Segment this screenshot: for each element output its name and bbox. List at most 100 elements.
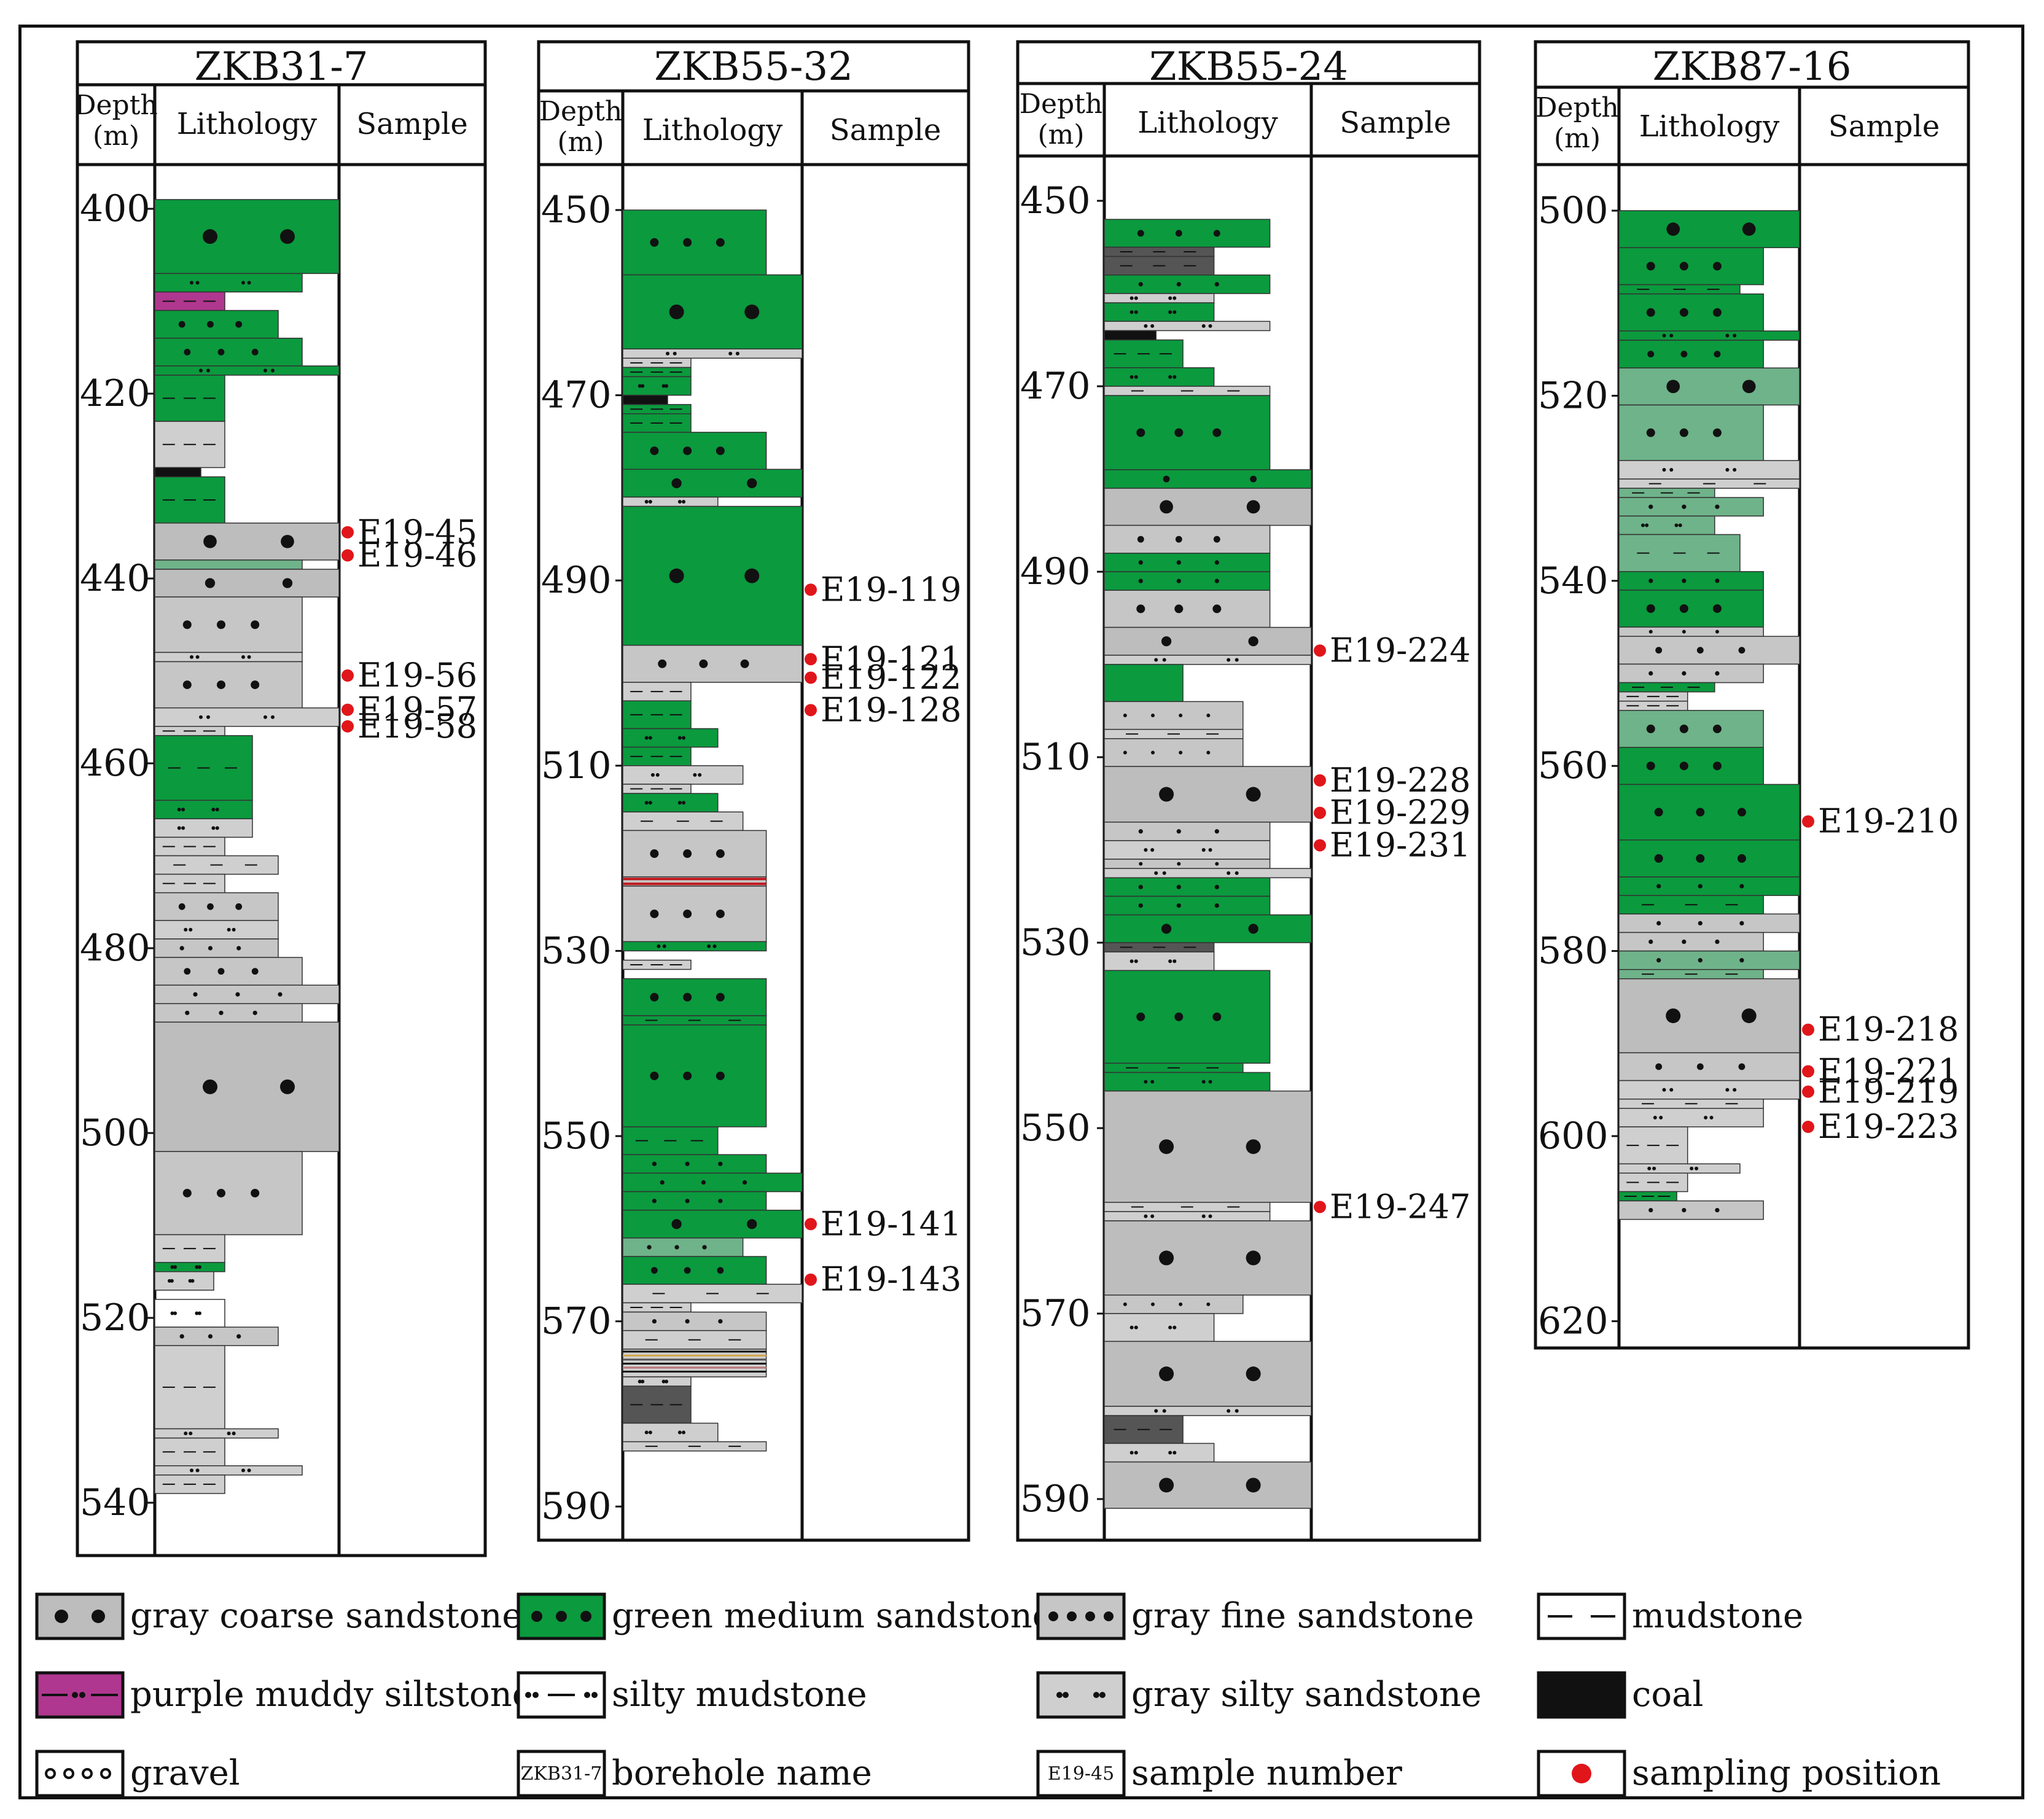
swatch-dot <box>1067 1611 1077 1621</box>
lithology-dot <box>657 944 661 948</box>
depth-unit: (m) <box>557 127 604 158</box>
lithology-dot <box>1214 903 1219 908</box>
lithology-layer <box>1104 1415 1184 1444</box>
lithology-layer <box>154 873 225 894</box>
layer-rect <box>154 1299 225 1328</box>
lithology-dot <box>206 715 210 719</box>
legend-item-gray_silty: gray silty sandstone <box>1036 1671 1481 1719</box>
lithology-layer <box>154 1151 303 1236</box>
lithology-dot <box>217 1188 225 1198</box>
legend-item-mudstone: mudstone <box>1537 1592 1803 1640</box>
lithology-dot <box>1655 1063 1663 1070</box>
swatch-dot <box>584 1692 590 1698</box>
layer-rect <box>622 1376 692 1387</box>
lithology-dot <box>1698 921 1703 926</box>
sample-label: E19-231 <box>1330 825 1470 864</box>
lithology-layer <box>622 941 767 952</box>
lithology-dot <box>1134 1451 1138 1455</box>
lithology-dot <box>1154 658 1158 662</box>
lithology-layer <box>154 522 340 561</box>
lithology-dot <box>271 368 275 373</box>
layer-rect <box>1618 515 1715 536</box>
lithology-dot <box>648 736 652 740</box>
lithology-dot <box>1176 282 1181 287</box>
lithology-layer <box>154 273 303 293</box>
lithology-dot <box>718 1198 723 1204</box>
lithology-layer <box>1104 840 1271 860</box>
legend-label: borehole name <box>612 1753 872 1793</box>
lithology-layer <box>154 1003 303 1023</box>
legend-label: green medium sandstone <box>612 1596 1053 1636</box>
lithology-dot <box>648 1430 652 1435</box>
lithology-dot <box>1715 578 1720 583</box>
lithology-layer <box>1618 710 1764 748</box>
depth-unit: (m) <box>1037 119 1084 150</box>
swatch-dot <box>580 1611 591 1622</box>
depth-header: Depth <box>74 90 158 121</box>
lithology-dot <box>215 808 219 812</box>
lithology-dot <box>1159 1139 1174 1155</box>
layer-rect <box>1104 1443 1215 1463</box>
lithology-dot <box>702 1245 707 1250</box>
layer-rect <box>1104 321 1271 332</box>
lithology-dot <box>232 927 236 932</box>
lithology-layer <box>1104 664 1184 703</box>
lithology-layer <box>1618 950 1800 970</box>
lithology-layer <box>154 892 279 921</box>
lithology-dot <box>1150 1214 1155 1218</box>
layer-rect <box>1104 951 1215 972</box>
lithology-dot <box>1248 924 1258 934</box>
lithology-dot <box>1134 310 1138 314</box>
layer-rect <box>1104 488 1312 526</box>
lithology-dot <box>1662 333 1666 338</box>
lithology-dot <box>251 348 259 356</box>
lithology-dot <box>652 1318 657 1324</box>
lithology-dot <box>263 715 267 719</box>
lithology-dot <box>1712 724 1722 733</box>
lithology-header: Lithology <box>1639 109 1779 144</box>
lithology-dot <box>1704 1115 1708 1120</box>
lithology-dot <box>190 655 193 659</box>
lithology-layer <box>1618 978 1800 1054</box>
lithology-dot <box>251 680 260 690</box>
legend-item-silty_mud: silty mudstone <box>517 1671 867 1719</box>
lithology-layer <box>1104 1220 1312 1296</box>
lithology-layer <box>1104 255 1215 276</box>
lithology-dot <box>1654 808 1663 817</box>
layer-rect <box>1104 293 1215 303</box>
lithology-dot <box>1739 921 1744 926</box>
depth-tick-label: 540 <box>1538 559 1609 602</box>
lithology-dot <box>718 1318 723 1324</box>
lithology-layer <box>154 467 201 478</box>
lithology-dot <box>650 773 655 777</box>
lithology-layer <box>1618 968 1764 980</box>
lithology-layer <box>1104 1072 1271 1092</box>
layer-rect <box>622 941 767 952</box>
lithology-dot <box>1647 1166 1652 1170</box>
layer-rect <box>1104 219 1271 248</box>
depth-tick-label: 400 <box>80 187 150 230</box>
lithology-dot <box>182 680 192 690</box>
lithology-dot <box>1138 884 1143 890</box>
lithology-dot <box>1201 848 1206 852</box>
depth-tick-label: 420 <box>80 372 150 415</box>
layer-rect <box>1618 1163 1741 1174</box>
lithology-dot <box>682 736 686 740</box>
lithology-layer <box>1618 895 1764 915</box>
lithology-dot <box>241 1468 245 1473</box>
lithology-dot <box>1646 308 1655 317</box>
lithology-dot <box>170 1265 174 1269</box>
lithology-dot <box>1715 939 1720 945</box>
lithology-dot <box>644 736 649 740</box>
lithology-dot <box>648 801 652 805</box>
lithology-dot <box>1172 375 1177 379</box>
lithology-layer <box>154 726 225 736</box>
lithology-layer <box>1104 339 1184 368</box>
layer-rect <box>154 1003 303 1023</box>
lithology-dot <box>1201 324 1206 328</box>
lithology-dot <box>247 281 251 285</box>
lithology-dot <box>1712 428 1722 437</box>
lithology-dot <box>211 808 216 812</box>
lithology-layer <box>154 1437 225 1466</box>
